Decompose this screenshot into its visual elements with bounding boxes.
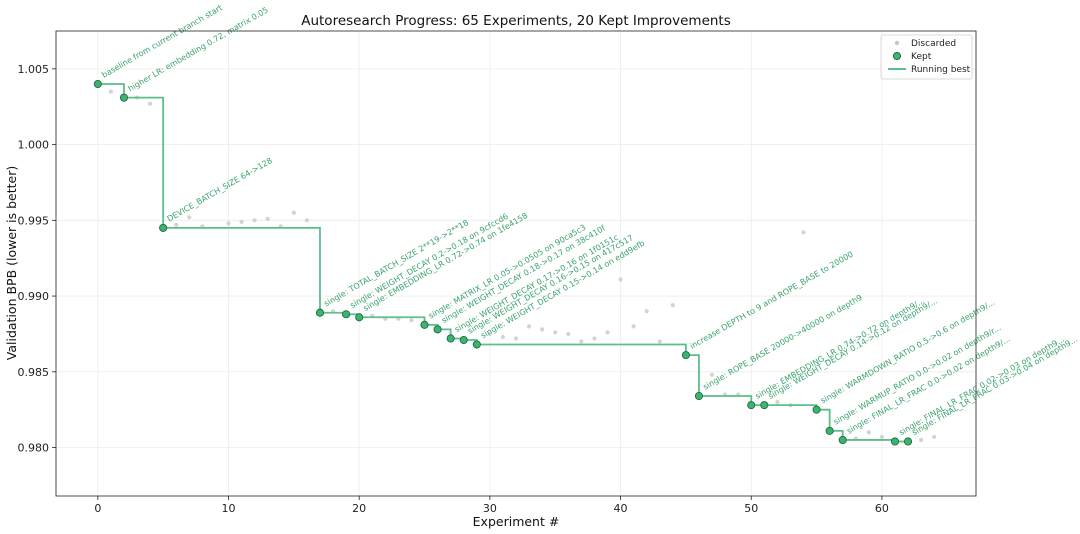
kept-point [119,93,129,102]
x-axis: 0 10 20 30 40 50 60 [94,496,889,515]
kept-point [315,308,325,317]
y-axis: 0.980 0.985 0.990 0.995 1.000 1.005 [18,63,56,455]
discarded-point [919,437,924,443]
x-tick-label: 10 [222,502,236,515]
legend-marker-kept [892,51,902,61]
discarded-point [644,309,649,314]
y-tick-label: 1.000 [18,139,50,152]
annotation-label: increase DEPTH to 9 and ROPE_BASE to 200… [688,250,854,351]
kept-point [420,320,429,329]
kept-point [890,437,900,446]
legend-label-kept: Kept [911,52,932,62]
plot-frame [55,30,977,497]
discarded-point [879,434,885,440]
y-tick-label: 0.990 [18,290,50,303]
discarded-point [304,218,310,223]
annotation-label: DEVICE_BATCH_SIZE 64->128 [166,156,274,224]
x-tick-label: 40 [614,502,628,515]
x-tick-label: 30 [483,502,497,515]
x-tick-label: 20 [352,502,366,515]
kept-point [694,391,704,401]
discarded-point [801,230,806,235]
kept-point [93,79,102,89]
discarded-point [108,89,113,94]
kept-point [159,223,168,232]
discarded-point [187,215,192,220]
discarded-point [709,372,715,377]
discarded-point [631,324,636,329]
grid [56,31,976,496]
kept-point [812,405,821,414]
x-tick-label: 60 [875,502,889,515]
discarded-point [239,219,244,224]
y-tick-label: 0.985 [18,366,50,379]
legend-marker-discarded [894,40,900,46]
discarded-point [409,318,414,323]
discarded-point [513,336,519,341]
kept-point [433,325,442,334]
discarded-point [592,336,597,341]
kept-point [747,401,756,410]
discarded-point [932,434,937,440]
kept-point [342,310,351,319]
kept-point [681,351,690,360]
discarded-point [226,221,231,226]
discarded-point [252,218,257,223]
kept-point [838,435,847,445]
discarded-point [540,327,545,332]
kept-point [472,340,481,349]
discarded-point [605,330,610,335]
kept-point [459,335,468,345]
discarded-point [291,210,296,215]
legend-label-running-best: Running best [911,65,971,75]
kept-point [355,313,364,322]
kept-point [825,426,834,435]
y-tick-label: 1.005 [18,63,50,76]
kept-point [903,437,913,446]
discarded-point [147,101,153,106]
x-tick-label: 50 [744,502,758,515]
legend-label-discarded: Discarded [911,39,956,49]
legend: Discarded Kept Running best [880,34,973,80]
x-tick-label: 0 [94,502,101,515]
discarded-point [500,334,506,340]
discarded-point [775,399,780,405]
discarded-point [526,324,532,329]
discarded-point [174,222,179,227]
discarded-point [553,330,558,335]
discarded-point [670,303,675,308]
discarded-point [487,331,492,337]
discarded-point [866,430,871,435]
discarded-point [265,216,270,221]
chart-title: Autoresearch Progress: 65 Experiments, 2… [301,13,731,29]
discarded-point [618,277,623,282]
discarded-point [657,339,662,344]
kept-point [446,334,455,343]
x-axis-label: Experiment # [473,514,560,529]
y-axis-label: Validation BPB (lower is better) [4,166,19,360]
discarded-point [579,339,584,344]
discarded-point [566,331,571,337]
kept-point [760,401,769,410]
y-tick-label: 0.980 [18,442,50,455]
y-tick-label: 0.995 [18,214,50,227]
